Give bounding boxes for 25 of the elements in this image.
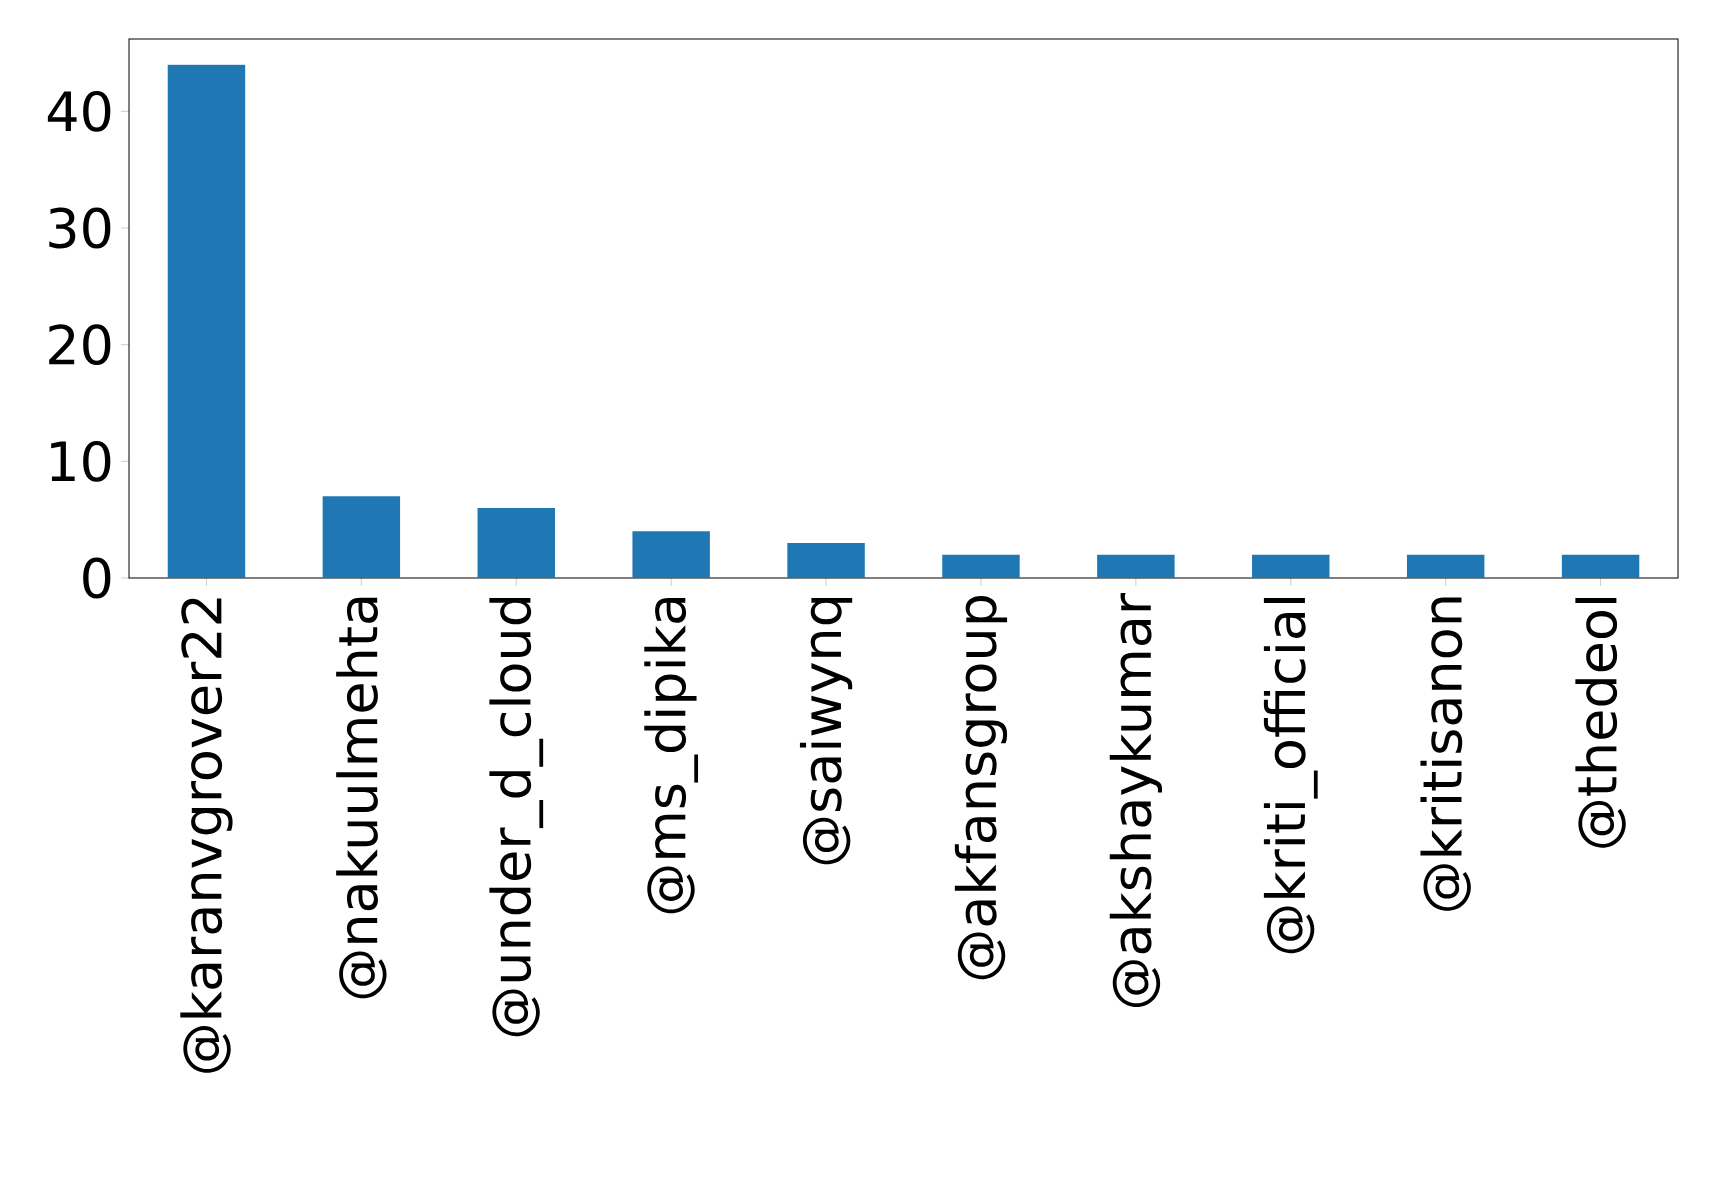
x-tick-label: @saiwynq <box>799 597 853 865</box>
bar <box>322 496 401 578</box>
y-tick-label: 20 <box>49 324 111 366</box>
x-tick-label: @karanvgrover22 <box>180 598 233 1073</box>
x-tick-label: @akshaykumar <box>1109 592 1162 1007</box>
y-tick-label: 0 <box>83 557 111 599</box>
bar <box>787 542 865 578</box>
x-tick-label: @kritisanon <box>1420 597 1471 911</box>
bar <box>1406 554 1485 578</box>
y-tick-label: 30 <box>49 207 111 249</box>
y-tick-label: 10 <box>51 440 111 482</box>
bar <box>942 554 1020 578</box>
x-tick-label: @nakuulmehta <box>336 597 387 999</box>
x-tick-label: @thedeol <box>1575 598 1626 848</box>
x-tick-label: @akfansgroup <box>954 595 1008 980</box>
bar <box>477 507 555 578</box>
bar <box>632 531 710 578</box>
bar <box>1252 554 1330 578</box>
bar <box>1097 554 1175 578</box>
x-tick-label: @kriti_official <box>1263 598 1318 954</box>
x-tick-label: @under_d_cloud <box>489 597 544 1037</box>
x-tick-label: @ms_dipika <box>644 597 699 914</box>
y-tick-label: 40 <box>47 90 111 132</box>
bar <box>167 64 246 578</box>
bar <box>1561 554 1640 578</box>
